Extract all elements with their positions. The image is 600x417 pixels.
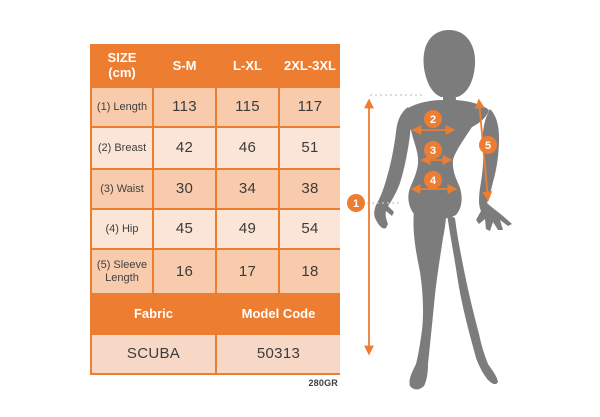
header-cell-model-code: Model Code xyxy=(217,295,340,333)
header-cell-lxl: L-XL xyxy=(217,46,278,86)
value-length-sm: 113 xyxy=(154,88,215,126)
measurement-diagram: 1 2 3 4 5 xyxy=(340,0,600,417)
value-length-lxl: 115 xyxy=(217,88,278,126)
weight-note: 280GR xyxy=(308,378,338,388)
value-model-code: 50313 xyxy=(217,335,340,373)
marker-1-badge: 1 xyxy=(347,194,365,212)
marker-2-badge: 2 xyxy=(424,110,442,128)
marker-3-badge: 3 xyxy=(424,141,442,159)
value-waist-sm: 30 xyxy=(154,170,215,208)
marker-4-badge: 4 xyxy=(424,171,442,189)
header-cell-size: SIZE (cm) xyxy=(92,46,152,86)
value-sleeve-sm: 16 xyxy=(154,250,215,293)
marker-5-badge: 5 xyxy=(479,136,497,154)
value-length-2xl3xl: 117 xyxy=(280,88,340,126)
marker-2-label: 2 xyxy=(430,114,436,126)
header-cell-sm: S-M xyxy=(154,46,215,86)
row-label-hip: (4) Hip xyxy=(92,210,152,248)
value-breast-lxl: 46 xyxy=(217,128,278,168)
value-waist-2xl3xl: 38 xyxy=(280,170,340,208)
marker-4-label: 4 xyxy=(430,175,437,187)
value-fabric: SCUBA xyxy=(92,335,215,373)
value-breast-sm: 42 xyxy=(154,128,215,168)
marker-1-label: 1 xyxy=(353,198,359,210)
marker-3-label: 3 xyxy=(430,145,436,157)
value-hip-2xl3xl: 54 xyxy=(280,210,340,248)
row-label-sleeve-length: (5) Sleeve Length xyxy=(92,250,152,293)
value-waist-lxl: 34 xyxy=(217,170,278,208)
row-label-waist: (3) Waist xyxy=(92,170,152,208)
row-label-breast: (2) Breast xyxy=(92,128,152,168)
woman-silhouette-icon xyxy=(374,30,512,390)
value-sleeve-lxl: 17 xyxy=(217,250,278,293)
value-breast-2xl3xl: 51 xyxy=(280,128,340,168)
size-table: SIZE (cm) S-M L-XL 2XL-3XL (1) Length 11… xyxy=(90,44,340,375)
value-hip-lxl: 49 xyxy=(217,210,278,248)
value-hip-sm: 45 xyxy=(154,210,215,248)
header-cell-fabric: Fabric xyxy=(92,295,215,333)
marker-5-label: 5 xyxy=(485,140,491,152)
header-cell-2xl3xl: 2XL-3XL xyxy=(280,46,340,86)
value-sleeve-2xl3xl: 18 xyxy=(280,250,340,293)
row-label-length: (1) Length xyxy=(92,88,152,126)
